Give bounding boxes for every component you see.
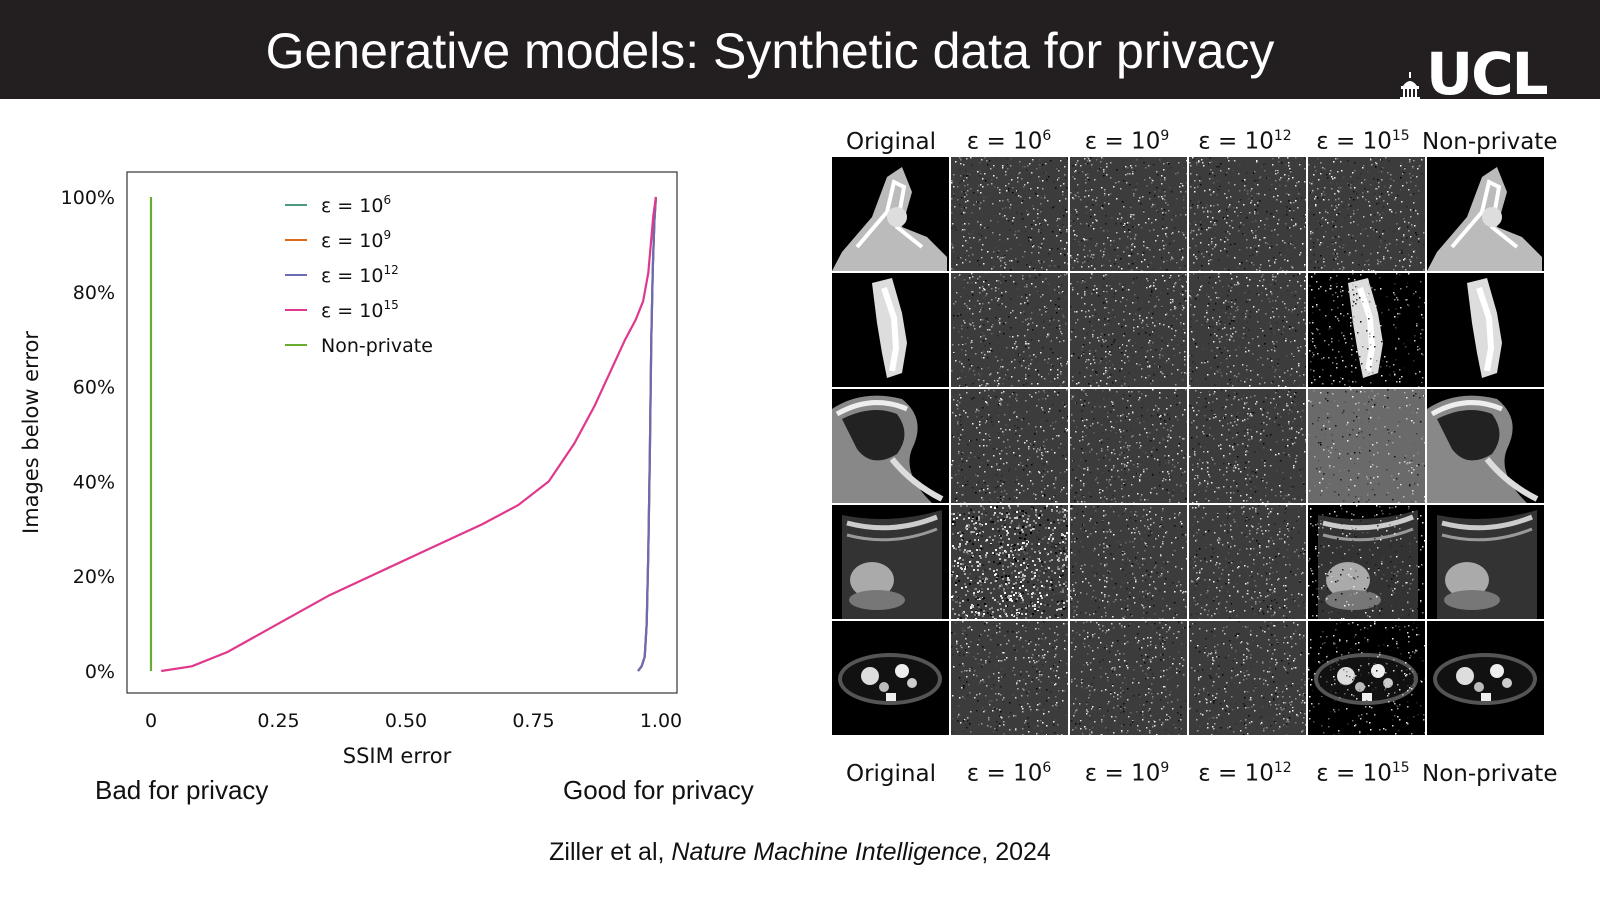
x-tick-label: 0.25 <box>257 710 299 732</box>
noisy-image-cell <box>1308 273 1425 387</box>
series-line <box>637 196 657 672</box>
noise-image-cell <box>1070 389 1187 503</box>
column-header: Non-private <box>1422 761 1558 787</box>
mri-image-cell <box>1427 389 1544 503</box>
mri-image-cell <box>1427 505 1544 619</box>
mri-image-cell <box>832 273 949 387</box>
column-header: Non-private <box>1422 129 1558 155</box>
portico-dome-icon <box>1400 72 1420 100</box>
column-header: Original <box>845 129 936 155</box>
legend-label: ε = 1012 <box>321 263 399 287</box>
column-header: ε = 109 <box>1084 128 1170 155</box>
noise-image-cell <box>951 505 1068 619</box>
mri-image-cell <box>1427 621 1544 735</box>
noisy-image-cell <box>1308 505 1425 619</box>
column-header: ε = 106 <box>966 760 1052 787</box>
ssim-chart: 0% 20% 40% 60% 80% 100% 0 0.25 0.50 0.75 1.00 SSIM … <box>19 171 682 768</box>
logo-text: UCL <box>1426 40 1549 108</box>
noise-image-cell <box>1070 505 1187 619</box>
y-tick-label: 20% <box>73 566 115 588</box>
y-tick-label: 100% <box>61 187 115 209</box>
y-tick-label: 0% <box>85 661 115 683</box>
column-headers-bottom: Original ε = 106 ε = 109 ε = 1012 ε = 1015 No… <box>832 747 1560 787</box>
title-bar <box>0 0 1600 99</box>
noise-image-cell <box>1189 389 1306 503</box>
mri-image-cell <box>1427 273 1544 387</box>
noise-image-cell <box>951 389 1068 503</box>
column-header: ε = 1012 <box>1198 128 1292 155</box>
legend-label: Non-private <box>321 335 433 357</box>
noise-image-cell <box>1308 157 1425 271</box>
image-grid-panel: Original ε = 106 ε = 109 ε = 1012 ε = 1015 No… <box>832 115 1560 787</box>
x-tick-label: 0.50 <box>385 710 427 732</box>
noise-image-cell <box>1070 157 1187 271</box>
x-tick-label: 1.00 <box>640 710 682 732</box>
y-tick-label: 60% <box>73 377 115 399</box>
citation-journal: Nature Machine Intelligence <box>671 838 982 866</box>
column-header: ε = 109 <box>1084 760 1170 787</box>
y-tick-label: 40% <box>73 471 115 493</box>
noise-image-cell <box>1189 621 1306 735</box>
x-tick-label: 0.75 <box>512 710 554 732</box>
plot-frame <box>126 171 678 694</box>
y-tick-label: 80% <box>73 282 115 304</box>
legend-label: ε = 109 <box>321 228 391 252</box>
noise-image-cell <box>1189 273 1306 387</box>
noise-image-cell <box>1189 505 1306 619</box>
mri-image-cell <box>832 157 949 271</box>
series-line <box>161 196 657 673</box>
legend-label: ε = 106 <box>321 193 391 217</box>
citation-authors: Ziller et al, <box>549 838 672 866</box>
good-for-privacy-label: Good for privacy <box>563 775 754 805</box>
column-headers-top: Original ε = 106 ε = 109 ε = 1012 ε = 1015 No… <box>832 115 1560 155</box>
noise-image-cell <box>1070 273 1187 387</box>
mri-image-cell <box>832 389 949 503</box>
column-header: ε = 1012 <box>1198 760 1292 787</box>
x-axis-label: SSIM error <box>343 744 452 768</box>
noisy-image-cell <box>1308 621 1425 735</box>
column-header: Original <box>845 761 936 787</box>
noise-image-cell <box>951 157 1068 271</box>
bad-for-privacy-label: Bad for privacy <box>95 775 269 805</box>
mri-image-cell <box>832 621 949 735</box>
legend-label: ε = 1015 <box>321 298 399 322</box>
noise-image-cell <box>951 273 1068 387</box>
citation-year: , 2024 <box>981 838 1051 866</box>
noise-image-cell <box>1189 157 1306 271</box>
x-tick-label: 0 <box>145 710 157 732</box>
ucl-logo: UCL <box>1400 40 1549 108</box>
noise-image-cell <box>951 621 1068 735</box>
image-grid <box>832 157 1544 735</box>
column-header: ε = 1015 <box>1316 128 1410 155</box>
column-header: ε = 1015 <box>1316 760 1410 787</box>
noise-image-cell <box>1308 389 1425 503</box>
column-header: ε = 106 <box>966 128 1052 155</box>
slide-title: Generative models: Synthetic data for pr… <box>265 23 1275 79</box>
mri-image-cell <box>832 505 949 619</box>
citation: Ziller et al, Nature Machine Intelligenc… <box>0 838 1600 867</box>
noise-image-cell <box>1070 621 1187 735</box>
mri-image-cell <box>1427 157 1544 271</box>
y-axis-label: Images below error <box>19 331 43 534</box>
